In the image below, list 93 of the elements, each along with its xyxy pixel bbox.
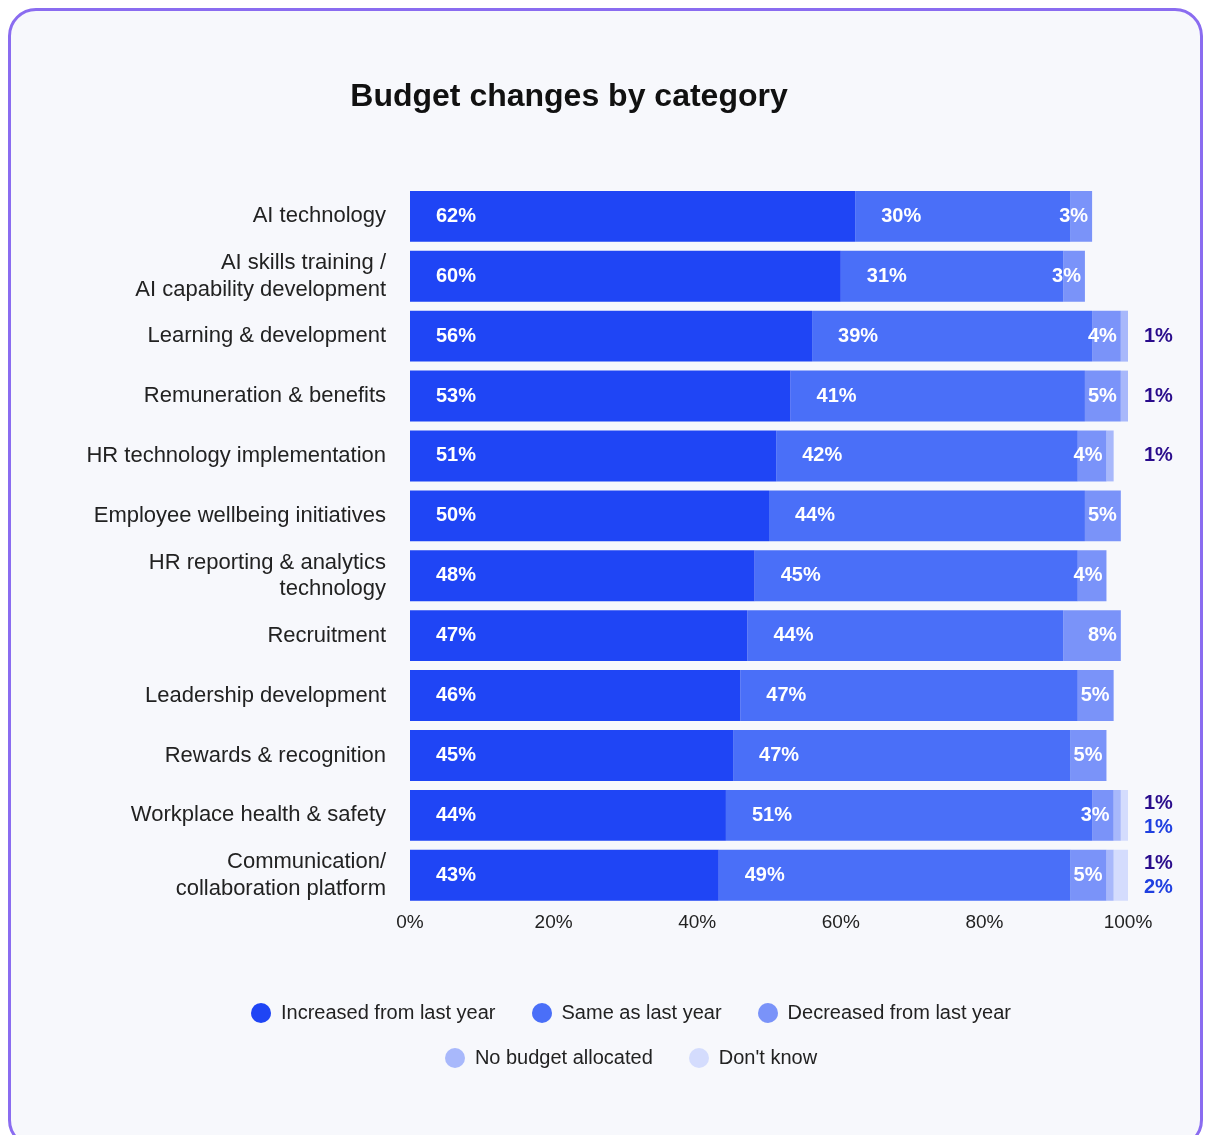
data-label: 48%: [436, 563, 477, 586]
chart-title: Budget changes by category: [350, 77, 788, 114]
y-tick-label: Employee wellbeing initiatives: [93, 501, 386, 527]
data-label: 47%: [436, 623, 477, 646]
bar: [410, 250, 841, 302]
data-label: 49%: [744, 862, 785, 885]
bar: [769, 490, 1085, 542]
bar: [410, 610, 748, 662]
bar: [410, 670, 741, 722]
data-label: 30%: [881, 203, 922, 226]
bar: [410, 430, 777, 482]
legend-label: Decreased from last year: [787, 1001, 1012, 1024]
data-label: 41%: [816, 383, 857, 406]
data-label: 45%: [436, 742, 477, 765]
data-label: 5%: [1080, 683, 1110, 706]
data-label: 44%: [436, 802, 477, 825]
data-label: 1%: [1144, 383, 1174, 406]
y-tick-label: Leadership development: [145, 681, 386, 707]
data-label: 4%: [1073, 443, 1103, 466]
data-label: 3%: [1080, 802, 1110, 825]
legend-label: No budget allocated: [474, 1046, 653, 1069]
y-tick-label: HR technology implementation: [86, 442, 386, 468]
bar: [790, 370, 1085, 422]
y-tick-label: Rewards & recognition: [164, 741, 386, 767]
data-label: 44%: [773, 623, 814, 646]
x-tick-label: 100%: [1103, 910, 1153, 932]
data-label: 5%: [1073, 742, 1103, 765]
data-label: 39%: [838, 323, 879, 346]
bar: [1120, 370, 1128, 422]
y-tick-label: AI skills training / AI capability development: [135, 249, 387, 301]
data-label: 60%: [436, 263, 477, 286]
bar: [718, 849, 1071, 901]
x-tick-label: 40%: [678, 910, 717, 932]
bar: [410, 490, 769, 542]
data-label: 53%: [436, 383, 477, 406]
bar: [410, 729, 734, 781]
y-tick-label: AI technology: [252, 202, 386, 228]
x-tick-label: 0%: [396, 910, 424, 932]
data-label: 3%: [1052, 263, 1082, 286]
data-label: 1%: [1144, 443, 1174, 466]
data-label: 56%: [436, 323, 477, 346]
bar: [733, 729, 1071, 781]
data-label: 51%: [436, 443, 477, 466]
bar: [1106, 849, 1114, 901]
bar: [1113, 789, 1121, 841]
bar: [410, 370, 791, 422]
x-tick-label: 80%: [965, 910, 1004, 932]
data-label: 1%: [1144, 850, 1174, 873]
data-label: 1%: [1144, 790, 1174, 813]
data-label: 2%: [1144, 874, 1174, 897]
data-label: 45%: [780, 563, 821, 586]
legend-label: Increased from last year: [280, 1001, 496, 1024]
data-label: 42%: [802, 443, 843, 466]
y-tick-label: Recruitment: [267, 621, 386, 647]
bar: [410, 550, 755, 602]
bar: [1106, 430, 1114, 482]
y-tick-label: Communication/ collaboration platform: [175, 848, 387, 900]
data-label: 50%: [436, 503, 477, 526]
y-tick-label: Workplace health & safety: [130, 801, 386, 827]
bar: [747, 610, 1064, 662]
bar: [410, 310, 813, 362]
bar: [1120, 789, 1128, 841]
legend-label: Don't know: [718, 1046, 818, 1069]
data-label: 4%: [1087, 323, 1118, 346]
bar: [740, 670, 1078, 722]
data-label: 5%: [1073, 862, 1103, 885]
y-tick-label: Learning & development: [147, 322, 386, 348]
bar: [410, 849, 719, 901]
x-tick-label: 60%: [821, 910, 860, 932]
data-label: 47%: [759, 742, 800, 765]
data-label: 31%: [866, 263, 908, 286]
data-label: 1%: [1144, 814, 1174, 837]
legend-label: Same as last year: [561, 1001, 722, 1024]
x-tick-label: 20%: [534, 910, 573, 932]
bar: [410, 190, 856, 242]
y-tick-label: Remuneration & benefits: [143, 382, 386, 408]
bar: [410, 789, 726, 841]
bar: [1120, 310, 1128, 362]
bar: [1063, 610, 1121, 662]
data-label: 62%: [436, 203, 477, 226]
data-label: 3%: [1059, 203, 1089, 226]
data-label: 47%: [766, 683, 807, 706]
data-label: 5%: [1087, 503, 1118, 526]
data-label: 1%: [1144, 323, 1174, 346]
bar: [1113, 849, 1128, 901]
y-tick-label: HR reporting & analytics technology: [148, 548, 386, 601]
data-label: 5%: [1087, 383, 1118, 406]
data-label: 44%: [795, 503, 836, 526]
data-label: 43%: [436, 862, 477, 885]
data-label: 4%: [1073, 563, 1103, 586]
data-label: 51%: [751, 802, 793, 825]
data-label: 46%: [436, 683, 477, 706]
data-label: 8%: [1087, 623, 1118, 646]
